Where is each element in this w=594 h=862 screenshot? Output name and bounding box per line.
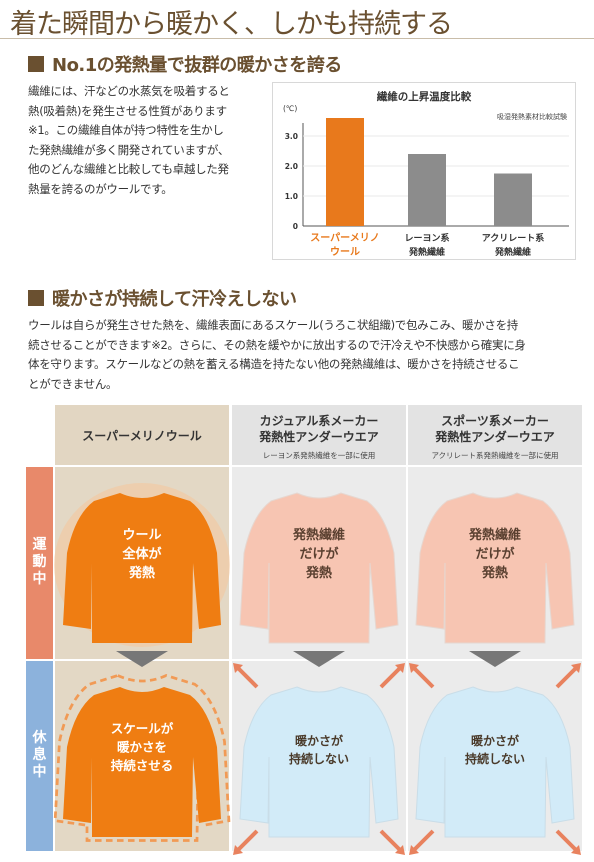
paragraph-line: ウールは自らが発生させた熱を、繊維表面にあるスケール(うろこ状組織)で包みこみ、… — [28, 318, 518, 332]
column-header — [55, 405, 229, 465]
down-arrow-icon — [116, 651, 168, 667]
temperature-chart: 繊維の上昇温度比較吸湿発熱素材比較試験 (℃) 0 1.0 2.0 3.0 スーパーメリノウ… — [272, 82, 576, 260]
paragraph-line: 熱量を誇るのがウールです。 — [28, 181, 173, 196]
shirt-label: 持続しない — [289, 751, 349, 766]
arrow-head-icon — [409, 845, 419, 855]
shirt-label: 発熱 — [128, 565, 155, 581]
heat-escape-arrow-icon — [411, 665, 435, 689]
blue-shirt — [239, 686, 399, 838]
arrow-head-icon — [233, 663, 243, 673]
x-tick-label: スーパーメリノ — [310, 232, 380, 244]
paragraph-line: た発熱繊維が多く開発されていますが、 — [28, 142, 230, 157]
down-arrow-icon — [293, 651, 345, 667]
y-tick-label: 1.0 — [285, 192, 298, 201]
bar — [326, 118, 364, 226]
heat-escape-arrow-icon — [411, 829, 435, 853]
wool-shirt — [63, 493, 221, 643]
shirt-label: スケールが — [111, 721, 174, 736]
x-tick-label: 発熱繊維 — [408, 246, 445, 258]
row-label: 中 — [33, 570, 47, 587]
shirt-label: だけが — [299, 546, 338, 562]
arrow-head-icon — [571, 663, 581, 673]
pink-shirt — [239, 492, 399, 644]
section2-paragraph: ウールは自らが発生させた熱を、繊維表面にあるスケール(うろこ状組織)で包みこみ、… — [28, 316, 588, 394]
y-tick-label: 0 — [293, 222, 298, 231]
arrow-head-icon — [395, 663, 405, 673]
shirt-label: 発熱繊維 — [468, 527, 521, 543]
heat-escape-arrow-icon — [235, 829, 259, 853]
shirt-label: ウール — [122, 528, 161, 543]
column-title: カジュアル系メーカー — [260, 413, 379, 428]
y-tick-label: 2.0 — [285, 162, 298, 171]
column-title: スポーツ系メーカー — [441, 413, 549, 428]
y-tick-label: 3.0 — [285, 132, 298, 141]
column-title: 発熱性アンダーウエア — [258, 429, 379, 444]
column-header — [408, 405, 582, 465]
paragraph-line: 繊維には、汗などの水蒸気を吸着すると — [28, 84, 230, 98]
row-label-bg — [26, 661, 53, 851]
title-divider — [0, 38, 594, 39]
row-label: 休 — [32, 729, 48, 746]
shirt-label: 発熱繊維 — [292, 527, 345, 543]
column-subtitle: アクリレート系発熱繊維を一部に使用 — [431, 450, 558, 460]
column-title: 発熱性アンダーウエア — [434, 429, 555, 444]
paragraph-line: 他のどんな繊維と比較しても卓越した発 — [28, 162, 229, 176]
heat-escape-arrow-icon — [555, 829, 579, 853]
row-label: 動 — [33, 553, 47, 570]
paragraph-line: ※1。この繊維自体が持つ特性を生かし — [28, 123, 224, 137]
heat-escape-arrow-icon — [379, 665, 403, 689]
column-title: スーパーメリノウール — [82, 429, 201, 443]
x-tick-label: ウール — [330, 246, 360, 258]
section1-title: No.1の発熱量で抜群の暖かさを誇る — [52, 55, 342, 76]
x-tick-label: レーヨン系 — [404, 232, 449, 244]
paragraph-line: 熱(吸着熱)を発生させる性質があります — [28, 103, 227, 118]
heat-escape-arrow-icon — [555, 665, 579, 689]
chart-ylabel: (℃) — [283, 104, 297, 113]
scale-outline — [53, 674, 231, 842]
row-label-bg — [26, 467, 53, 659]
x-tick-label: 発熱繊維 — [494, 246, 531, 258]
x-tick-label: アクリレート系 — [482, 232, 545, 244]
arrow-head-icon — [395, 845, 405, 855]
shirt-label: 全体が — [121, 546, 161, 562]
row-label: 息 — [33, 746, 47, 763]
shirt-label: 暖かさを — [117, 740, 167, 755]
heat-escape-arrow-icon — [235, 665, 259, 689]
paragraph-line: 体を守ります。スケールなどの熱を蓄える構造を持たない他の発熱繊維は、暖かさを持続… — [28, 357, 520, 371]
arrow-head-icon — [571, 845, 581, 855]
arrow-head-icon — [409, 663, 419, 673]
shirt-label: 持続させる — [111, 758, 174, 773]
bar — [408, 154, 446, 226]
pink-shirt — [415, 492, 575, 644]
heat-escape-arrow-icon — [379, 829, 403, 853]
column-header — [232, 405, 406, 465]
comparison-table: スーパーメリノウール カジュアル系メーカー 発熱性アンダーウエア レーヨン系発熱繊維を… — [0, 405, 594, 862]
chart-subtitle: 吸湿発熱素材比較試験 — [497, 112, 567, 121]
shirt-label: だけが — [475, 546, 514, 562]
section-marker-icon — [28, 290, 44, 306]
row-label: 中 — [33, 763, 47, 780]
paragraph-line: 続させることができます※2。さらに、その熱を緩やかに放出するので汗冷えや不快感か… — [28, 337, 526, 352]
comparison-svg: スーパーメリノウールカジュアル系メーカー発熱性アンダーウエアレーヨン系発熱繊維を… — [26, 405, 594, 862]
chart-title: 繊維の上昇温度比較 — [376, 90, 472, 103]
shirt-label: 発熱 — [305, 565, 332, 581]
paragraph-line: とができません。 — [28, 376, 118, 391]
section2-title: 暖かさが持続して汗冷えしない — [52, 289, 297, 310]
blue-shirt — [415, 686, 575, 838]
section1-paragraph: 繊維には、汗などの水蒸気を吸着すると 熱(吸着熱)を発生させる性質があります ※1。… — [28, 82, 268, 199]
shirt-label: 暖かさが — [471, 733, 519, 748]
down-arrow-icon — [469, 651, 521, 667]
shirt-label: 持続しない — [465, 751, 525, 766]
row-label: 運 — [33, 537, 48, 553]
arrow-head-icon — [233, 845, 243, 855]
section-marker-icon — [28, 56, 44, 72]
page-title: 着た瞬間から暖かく、しかも持続する — [10, 9, 453, 40]
bar — [494, 173, 532, 226]
wool-shirt — [63, 687, 221, 837]
column-subtitle: レーヨン系発熱繊維を一部に使用 — [263, 450, 376, 460]
shirt-label: 発熱 — [481, 565, 508, 581]
shirt-label: 暖かさが — [295, 733, 343, 748]
